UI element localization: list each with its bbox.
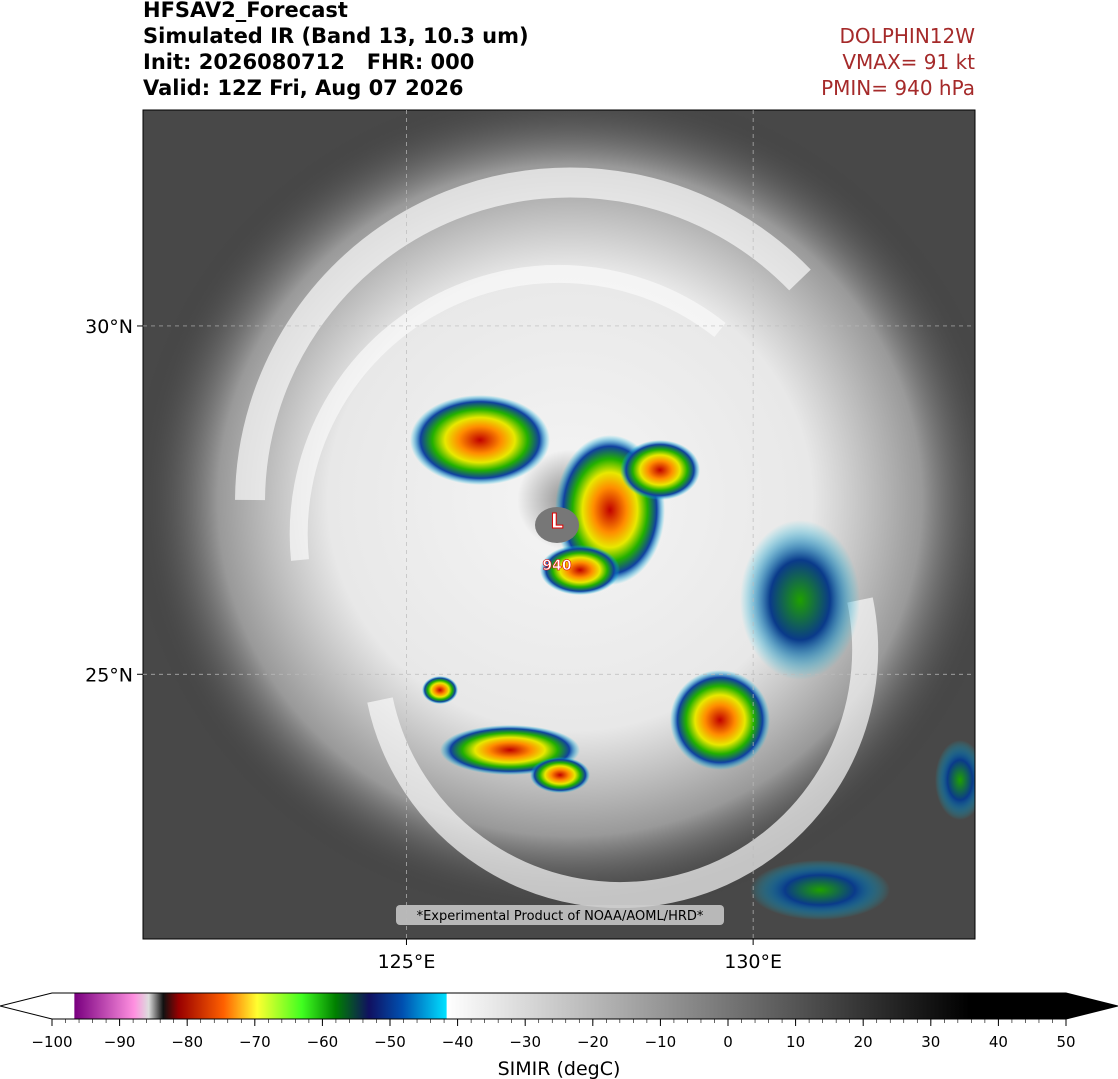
map-frame [142, 109, 976, 940]
vmax: VMAX= 91 kt [842, 50, 975, 74]
colorbar-tick-label: −90 [104, 1033, 136, 1051]
title: HFSAV2_Forecast [143, 0, 348, 22]
init: Init: 2026080712 FHR: 000 [143, 50, 475, 74]
colorbar-tick-label: −60 [307, 1033, 339, 1051]
storm-pressure: 940 [542, 558, 571, 574]
lat-tick-label: 30°N [85, 316, 133, 338]
colorbar-tick-label: −50 [374, 1033, 406, 1051]
colorbar-tick-label: 50 [1056, 1033, 1075, 1051]
colorbar-tick-label: −80 [171, 1033, 203, 1051]
product: Simulated IR (Band 13, 10.3 um) [143, 24, 529, 48]
colorbar-tick-label: −10 [645, 1033, 677, 1051]
colorbar-tick-label: 0 [723, 1033, 733, 1051]
colorbar-tick-label: −100 [31, 1033, 72, 1051]
storm-name: DOLPHIN12W [839, 24, 975, 48]
storm-center: L [551, 509, 564, 533]
colorbar [0, 992, 1118, 1020]
satellite-image [143, 110, 975, 939]
lat-tick-label: 25°N [85, 664, 133, 686]
credit: *Experimental Product of NOAA/AOML/HRD* [417, 909, 704, 924]
colorbar-tick-label: −70 [239, 1033, 271, 1051]
colorbar-tick-label: 30 [921, 1033, 940, 1051]
credit-box [396, 905, 724, 925]
colorbar-label: SIMIR (degC) [498, 1058, 621, 1079]
colorbar-tick-label: −20 [577, 1033, 609, 1051]
colorbar-tick-label: −30 [509, 1033, 541, 1051]
colorbar-tick-label: 20 [854, 1033, 873, 1051]
pmin: PMIN= 940 hPa [821, 76, 975, 100]
lon-tick-label: 125°E [378, 951, 436, 973]
colorbar-tick-label: 10 [786, 1033, 805, 1051]
lon-tick-label: 130°E [724, 951, 782, 973]
valid: Valid: 12Z Fri, Aug 07 2026 [143, 76, 464, 100]
colorbar-tick-label: 40 [989, 1033, 1008, 1051]
colorbar-tick-label: −40 [442, 1033, 474, 1051]
